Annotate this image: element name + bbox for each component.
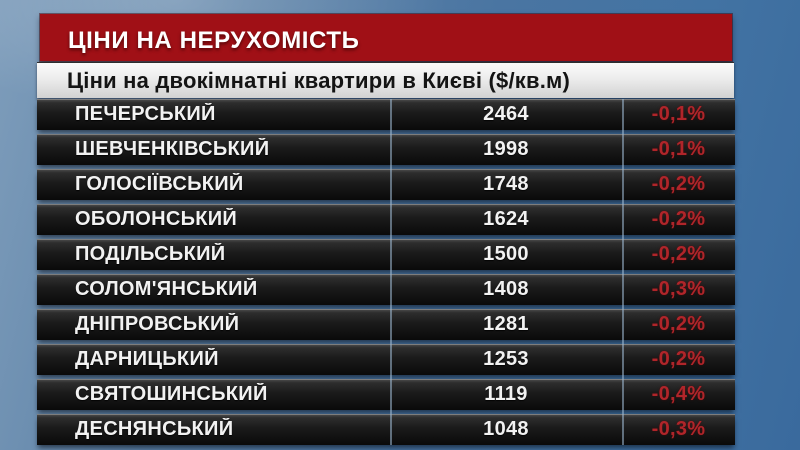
district-change: -0,2% bbox=[651, 313, 706, 335]
district-price: 1500 bbox=[483, 243, 529, 265]
district-change: -0,3% bbox=[651, 418, 706, 440]
district-name: ДЕСНЯНСЬКИЙ bbox=[75, 418, 234, 440]
table-row: ДАРНИЦЬКИЙ 1253 -0,2% bbox=[37, 344, 735, 375]
district-price: 1624 bbox=[483, 208, 529, 230]
district-name: СОЛОМ'ЯНСЬКИЙ bbox=[75, 278, 258, 300]
district-name: ПЕЧЕРСЬКИЙ bbox=[75, 103, 216, 125]
district-change: -0,4% bbox=[651, 383, 706, 405]
district-name: ОБОЛОНСЬКИЙ bbox=[75, 208, 238, 230]
district-name: ШЕВЧЕНКІВСЬКИЙ bbox=[75, 138, 270, 160]
subtitle-bar: Ціни на двокімнатні квартири в Києві ($/… bbox=[37, 62, 734, 98]
district-change: -0,2% bbox=[651, 208, 706, 230]
district-price: 1119 bbox=[484, 383, 528, 405]
subtitle-text: Ціни на двокімнатні квартири в Києві ($/… bbox=[67, 67, 571, 93]
table-row: ПЕЧЕРСЬКИЙ 2464 -0,1% bbox=[37, 99, 735, 130]
district-price: 1408 bbox=[483, 278, 529, 300]
district-name: СВЯТОШИНСЬКИЙ bbox=[75, 383, 268, 405]
district-change: -0,2% bbox=[651, 348, 706, 370]
district-name: ДНІПРОВСЬКИЙ bbox=[75, 313, 240, 335]
title-bar: ЦІНИ НА НЕРУХОМІСТЬ bbox=[40, 14, 732, 61]
district-change: -0,3% bbox=[651, 278, 706, 300]
table-row: ОБОЛОНСЬКИЙ 1624 -0,2% bbox=[37, 204, 735, 235]
district-price: 2464 bbox=[483, 103, 529, 125]
district-price: 1748 bbox=[483, 173, 529, 195]
district-change: -0,1% bbox=[651, 103, 706, 125]
page-title: ЦІНИ НА НЕРУХОМІСТЬ bbox=[68, 26, 360, 54]
table-row: СВЯТОШИНСЬКИЙ 1119 -0,4% bbox=[37, 379, 735, 410]
district-price: 1253 bbox=[483, 348, 529, 370]
district-change: -0,2% bbox=[651, 173, 706, 195]
district-price: 1998 bbox=[483, 138, 529, 160]
district-name: ПОДІЛЬСЬКИЙ bbox=[75, 243, 226, 265]
district-name: ГОЛОСІЇВСЬКИЙ bbox=[75, 173, 244, 195]
table-row: ГОЛОСІЇВСЬКИЙ 1748 -0,2% bbox=[37, 169, 735, 200]
district-change: -0,1% bbox=[651, 138, 706, 160]
table-row: СОЛОМ'ЯНСЬКИЙ 1408 -0,3% bbox=[37, 274, 735, 305]
district-name: ДАРНИЦЬКИЙ bbox=[75, 348, 219, 370]
table-row: ДЕСНЯНСЬКИЙ 1048 -0,3% bbox=[37, 414, 735, 445]
table-row: ПОДІЛЬСЬКИЙ 1500 -0,2% bbox=[37, 239, 735, 270]
price-table: ПЕЧЕРСЬКИЙ 2464 -0,1% ШЕВЧЕНКІВСЬКИЙ 199… bbox=[37, 99, 735, 445]
district-price: 1048 bbox=[483, 418, 529, 440]
price-table-body: ПЕЧЕРСЬКИЙ 2464 -0,1% ШЕВЧЕНКІВСЬКИЙ 199… bbox=[37, 99, 735, 445]
table-row: ДНІПРОВСЬКИЙ 1281 -0,2% bbox=[37, 309, 735, 340]
district-price: 1281 bbox=[483, 313, 529, 335]
district-change: -0,2% bbox=[651, 243, 706, 265]
table-row: ШЕВЧЕНКІВСЬКИЙ 1998 -0,1% bbox=[37, 134, 735, 165]
